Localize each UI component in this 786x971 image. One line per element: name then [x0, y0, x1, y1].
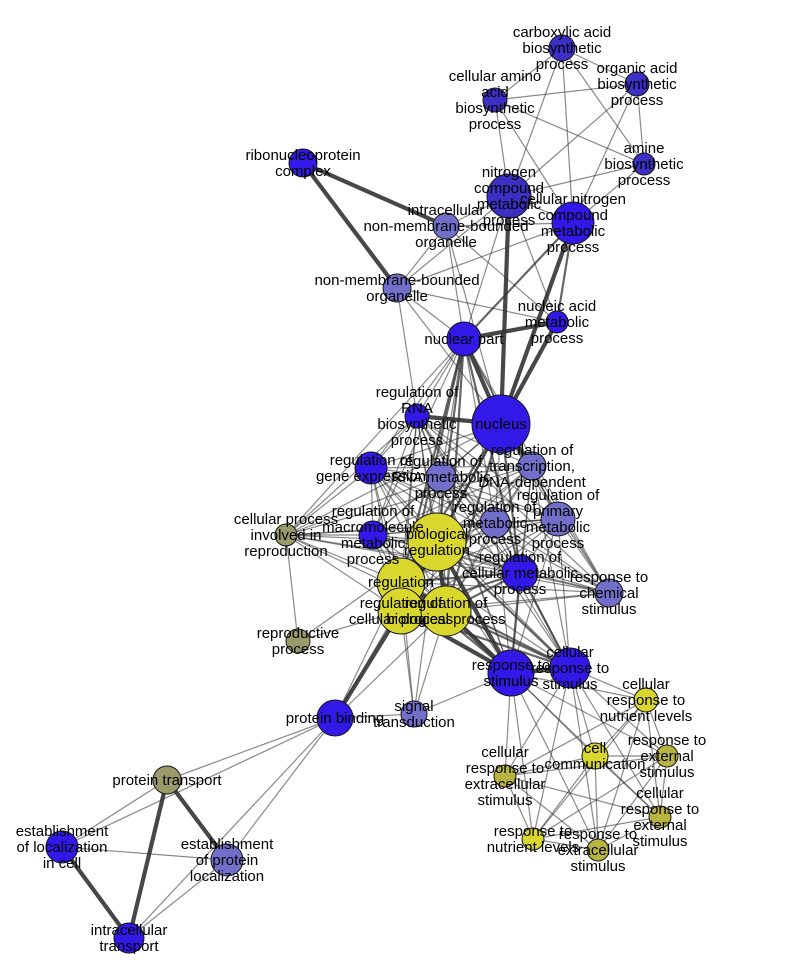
svg-text:process: process — [469, 531, 522, 548]
svg-text:extracellular: extracellular — [558, 842, 639, 859]
svg-text:biosynthetic: biosynthetic — [597, 76, 677, 93]
svg-text:response to: response to — [607, 692, 685, 709]
svg-text:process: process — [536, 56, 589, 73]
svg-text:non-membrane-bounded: non-membrane-bounded — [363, 218, 528, 235]
svg-text:cellular process: cellular process — [234, 511, 338, 528]
svg-text:ribonucleoprotein: ribonucleoprotein — [245, 147, 360, 164]
svg-text:organelle: organelle — [415, 234, 477, 251]
svg-text:of localization: of localization — [17, 839, 108, 856]
svg-text:reproductive: reproductive — [257, 625, 340, 642]
svg-text:response to: response to — [570, 569, 648, 586]
svg-text:regulation: regulation — [368, 574, 434, 591]
svg-text:regulation of: regulation of — [491, 442, 574, 459]
svg-text:intracellular: intracellular — [91, 922, 168, 939]
svg-text:metabolic: metabolic — [526, 519, 591, 536]
svg-text:transcription,: transcription, — [489, 458, 575, 475]
svg-text:extracellular: extracellular — [465, 776, 546, 793]
svg-text:complex: complex — [275, 163, 331, 180]
svg-text:process: process — [611, 92, 664, 109]
svg-text:biosynthetic: biosynthetic — [604, 156, 684, 173]
svg-text:external: external — [640, 748, 693, 765]
svg-text:nucleus: nucleus — [475, 416, 527, 433]
svg-text:stimulus: stimulus — [632, 833, 687, 850]
svg-text:response to: response to — [531, 660, 609, 677]
svg-text:establishment: establishment — [181, 836, 274, 853]
svg-text:cellular: cellular — [481, 744, 529, 761]
svg-text:cellular: cellular — [546, 644, 594, 661]
svg-text:stimulus: stimulus — [570, 858, 625, 875]
svg-text:cellular metabolic: cellular metabolic — [462, 565, 578, 582]
svg-text:protein transport: protein transport — [112, 772, 222, 789]
svg-text:regulation of: regulation of — [400, 453, 483, 470]
svg-text:of protein: of protein — [196, 852, 259, 869]
svg-text:process: process — [391, 432, 444, 449]
svg-text:regulation of: regulation of — [405, 595, 488, 612]
svg-text:amine: amine — [624, 140, 665, 157]
svg-text:cell: cell — [584, 740, 607, 757]
svg-text:stimulus: stimulus — [581, 601, 636, 618]
svg-text:biological process: biological process — [386, 611, 505, 628]
svg-text:response to: response to — [466, 760, 544, 777]
svg-text:reproduction: reproduction — [244, 543, 327, 560]
svg-text:response to: response to — [559, 826, 637, 843]
svg-text:metabolic: metabolic — [463, 515, 528, 532]
svg-text:process: process — [531, 330, 584, 347]
svg-text:biosynthetic: biosynthetic — [455, 100, 535, 117]
svg-text:regulation of: regulation of — [454, 499, 537, 516]
svg-text:stimulus: stimulus — [542, 676, 597, 693]
svg-text:process: process — [347, 551, 400, 568]
svg-text:regulation of: regulation of — [376, 384, 459, 401]
svg-text:process: process — [547, 239, 600, 256]
svg-text:cellular amino: cellular amino — [449, 68, 542, 85]
svg-text:process: process — [469, 116, 522, 133]
svg-text:process: process — [272, 641, 325, 658]
svg-text:metabolic: metabolic — [341, 535, 406, 552]
svg-text:organic acid: organic acid — [597, 60, 678, 77]
svg-text:communication: communication — [545, 756, 646, 773]
svg-text:nutrient levels: nutrient levels — [600, 708, 693, 725]
svg-text:nuclear part: nuclear part — [424, 331, 504, 348]
svg-text:cellular: cellular — [622, 676, 670, 693]
svg-text:cellular nitrogen: cellular nitrogen — [520, 191, 626, 208]
svg-text:non-membrane-bounded: non-membrane-bounded — [314, 272, 479, 289]
svg-text:cellular: cellular — [636, 785, 684, 802]
svg-text:metabolic: metabolic — [541, 223, 606, 240]
svg-text:in cell: in cell — [43, 855, 81, 872]
svg-text:external: external — [633, 817, 686, 834]
svg-text:organelle: organelle — [366, 288, 428, 305]
svg-text:transport: transport — [99, 938, 159, 955]
svg-text:protein binding: protein binding — [286, 710, 384, 727]
svg-text:regulation: regulation — [404, 542, 470, 559]
svg-text:primary: primary — [533, 503, 584, 520]
svg-text:response to: response to — [621, 801, 699, 818]
svg-text:transduction: transduction — [373, 714, 455, 731]
svg-text:intracellular: intracellular — [408, 202, 485, 219]
svg-text:nitrogen: nitrogen — [482, 164, 536, 181]
svg-text:carboxylic acid: carboxylic acid — [513, 24, 611, 41]
svg-text:signal: signal — [394, 698, 433, 715]
svg-text:involved in: involved in — [251, 527, 322, 544]
svg-text:biosynthetic: biosynthetic — [377, 416, 457, 433]
svg-text:regulation of: regulation of — [332, 503, 415, 520]
svg-text:regulation of: regulation of — [479, 549, 562, 566]
svg-text:localization: localization — [190, 868, 264, 885]
svg-text:acid: acid — [481, 84, 509, 101]
svg-text:RNA: RNA — [401, 400, 433, 417]
svg-text:process: process — [494, 581, 547, 598]
svg-text:biological: biological — [406, 526, 469, 543]
svg-text:RNA metabolic: RNA metabolic — [391, 469, 491, 486]
svg-text:stimulus: stimulus — [477, 792, 532, 809]
svg-text:biosynthetic: biosynthetic — [522, 40, 602, 57]
svg-text:chemical: chemical — [579, 585, 638, 602]
svg-text:compound: compound — [538, 207, 608, 224]
svg-text:response to: response to — [628, 732, 706, 749]
svg-text:process: process — [618, 172, 671, 189]
svg-text:stimulus: stimulus — [639, 764, 694, 781]
svg-text:establishment: establishment — [16, 823, 109, 840]
svg-text:nucleic acid: nucleic acid — [518, 298, 596, 315]
svg-text:metabolic: metabolic — [525, 314, 590, 331]
